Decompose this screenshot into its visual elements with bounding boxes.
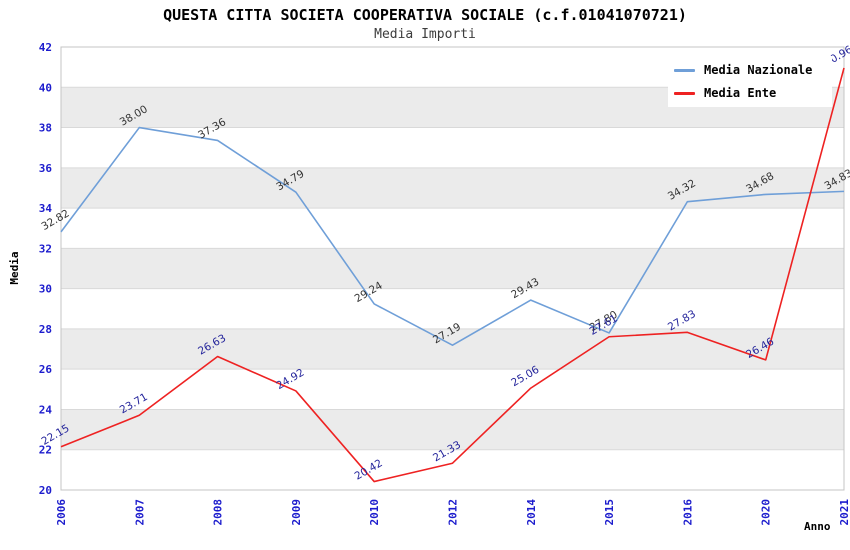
band	[61, 409, 844, 450]
y-tick-label: 20	[39, 484, 52, 497]
x-tick-label: 2015	[603, 499, 616, 526]
legend: Media Nazionale Media Ente	[668, 56, 832, 107]
x-tick-label: 2021	[838, 499, 850, 526]
band	[61, 328, 844, 370]
series-line-ente	[60, 67, 845, 483]
legend-label-nazionale: Media Nazionale	[704, 63, 813, 77]
chart-subtitle: Media Importi	[374, 27, 476, 42]
x-tick-label: 2010	[368, 499, 381, 526]
y-tick-label: 22	[39, 444, 52, 457]
legend-label-ente: Media Ente	[704, 86, 777, 100]
x-tick-label: 2020	[760, 499, 773, 526]
series-line-nazionale	[60, 126, 845, 347]
band	[61, 167, 844, 209]
x-tick-label: 2012	[447, 499, 460, 526]
y-tick-label: 26	[39, 363, 53, 376]
y-tick-label: 32	[39, 242, 52, 255]
plot-border	[60, 46, 845, 491]
x-axis-title: Anno	[804, 520, 831, 533]
y-tick-label: 34	[39, 202, 53, 215]
y-tick-label: 42	[39, 41, 52, 54]
y-tick-label: 40	[39, 81, 52, 94]
legend-item-media-nazionale: Media Nazionale	[674, 63, 824, 77]
x-tick-label: 2008	[212, 499, 225, 526]
y-axis-title: Media	[8, 251, 21, 284]
band	[61, 248, 844, 289]
x-tick-label: 2006	[55, 499, 68, 526]
y-tick-label: 28	[39, 323, 52, 336]
x-tick-label: 2016	[681, 499, 694, 526]
x-tick-label: 2009	[290, 499, 303, 526]
x-tick-label: 2007	[133, 499, 146, 526]
y-tick-label: 30	[39, 283, 52, 296]
y-tick-label: 36	[39, 162, 53, 175]
chart-title: QUESTA CITTA SOCIETA COOPERATIVA SOCIALE…	[163, 6, 687, 24]
legend-item-media-ente: Media Ente	[674, 86, 824, 100]
y-tick-label: 24	[39, 403, 53, 416]
legend-line-swatch-nazionale	[674, 68, 695, 72]
y-tick-label: 38	[39, 122, 52, 135]
legend-line-swatch-ente	[674, 91, 695, 95]
x-tick-label: 2014	[525, 499, 538, 526]
